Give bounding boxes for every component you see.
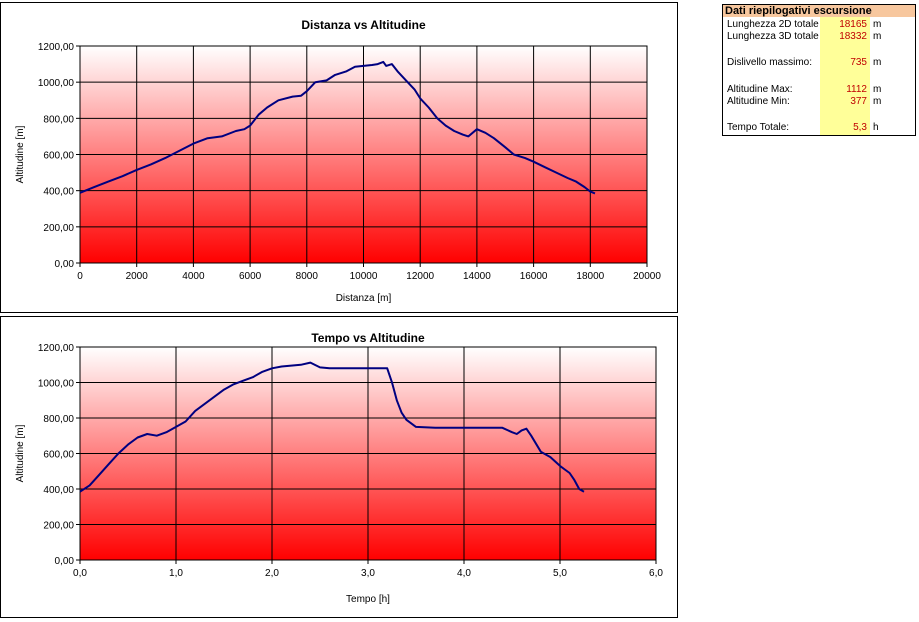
plot-border xyxy=(79,346,657,561)
summary-unit: h xyxy=(873,122,879,133)
summary-value: 18165 xyxy=(839,19,867,30)
summary-label: Tempo Totale: xyxy=(727,122,790,133)
x-tick-label: 18000 xyxy=(576,271,604,282)
y-axis-label: Altitudine [m] xyxy=(15,125,26,183)
y-tick-label: 1000,00 xyxy=(38,379,75,390)
y-tick-label: 800,00 xyxy=(43,114,74,125)
x-axis-label: Tempo [h] xyxy=(346,594,390,605)
x-tick-label: 6,0 xyxy=(649,568,663,579)
summary-value: 735 xyxy=(850,57,867,68)
altitude-series-line xyxy=(79,60,596,195)
summary-row-length-2d: Lunghezza 2D totale 18165 m xyxy=(723,19,915,31)
summary-unit: m xyxy=(873,57,882,68)
summary-row-total-time: Tempo Totale: 5,3 h xyxy=(723,122,915,134)
summary-value: 1112 xyxy=(846,84,867,95)
x-tick-label: 12000 xyxy=(406,271,434,282)
distance-altitude-chart: 0,00 200,00 400,00 600,00 800,00 1000,00 1200,… xyxy=(15,18,661,304)
summary-value: 377 xyxy=(850,96,867,107)
summary-unit: m xyxy=(873,31,882,42)
x-tick-label: 1,0 xyxy=(169,568,183,579)
x-tick-label: 3,0 xyxy=(361,568,375,579)
y-tick-label: 600,00 xyxy=(43,151,74,162)
y-tick-label: 0,00 xyxy=(55,259,75,270)
y-tick-label: 200,00 xyxy=(43,521,74,532)
x-tick-label: 2000 xyxy=(126,271,149,282)
summary-label: Lunghezza 3D totale xyxy=(727,31,819,42)
x-tick-label: 20000 xyxy=(633,271,661,282)
x-tick-label: 16000 xyxy=(520,271,548,282)
x-tick-label: 6000 xyxy=(239,271,262,282)
summary-row-altitude-max: Altitudine Max: 1112 m xyxy=(723,84,915,96)
summary-unit: m xyxy=(873,96,882,107)
chart-title: Distanza vs Altitudine xyxy=(301,18,426,32)
y-tick-label: 200,00 xyxy=(43,223,74,234)
summary-unit: m xyxy=(873,84,882,95)
y-tick-label: 400,00 xyxy=(43,485,74,496)
x-tick-label: 4000 xyxy=(182,271,205,282)
summary-label: Dislivello massimo: xyxy=(727,57,813,68)
summary-table: Dati riepilogativi escursione Lunghezza … xyxy=(722,4,916,136)
y-tick-label: 1000,00 xyxy=(38,78,75,89)
summary-unit: m xyxy=(873,19,882,30)
x-tick-label: 0 xyxy=(77,271,83,282)
x-axis-label: Distanza [m] xyxy=(336,293,392,304)
x-tick-label: 2,0 xyxy=(265,568,279,579)
summary-label: Lunghezza 2D totale xyxy=(727,19,819,30)
summary-title: Dati riepilogativi escursione xyxy=(723,5,915,17)
y-tick-label: 800,00 xyxy=(43,414,74,425)
y-tick-label: 600,00 xyxy=(43,450,74,461)
time-altitude-chart: 0,00 200,00 400,00 600,00 800,00 1000,00 1200,… xyxy=(15,331,663,605)
distance-altitude-chart-panel: 0,00 200,00 400,00 600,00 800,00 1000,00 1200,… xyxy=(0,2,678,313)
x-tick-label: 8000 xyxy=(296,271,319,282)
x-tick-label: 14000 xyxy=(463,271,491,282)
plot-border xyxy=(79,45,648,264)
summary-value-column xyxy=(820,17,870,135)
x-tick-label: 5,0 xyxy=(553,568,567,579)
x-tick-label: 10000 xyxy=(350,271,378,282)
altitude-series-line xyxy=(79,361,585,493)
x-tick-label: 0,0 xyxy=(73,568,87,579)
y-tick-label: 1200,00 xyxy=(38,343,75,354)
y-axis-label: Altitudine [m] xyxy=(15,424,26,482)
summary-value: 18332 xyxy=(839,31,867,42)
summary-row-max-elevation-gain: Dislivello massimo: 735 m xyxy=(723,57,915,69)
chart-title: Tempo vs Altitudine xyxy=(311,331,425,345)
y-tick-label: 0,00 xyxy=(55,556,75,567)
summary-label: Altitudine Max: xyxy=(727,84,793,95)
y-tick-label: 1200,00 xyxy=(38,42,75,53)
y-tick-label: 400,00 xyxy=(43,187,74,198)
x-tick-label: 4,0 xyxy=(457,568,471,579)
summary-label: Altitudine Min: xyxy=(727,96,790,107)
summary-row-length-3d: Lunghezza 3D totale 18332 m xyxy=(723,31,915,43)
time-altitude-chart-panel: 0,00 200,00 400,00 600,00 800,00 1000,00 1200,… xyxy=(0,316,678,618)
summary-value: 5,3 xyxy=(853,122,867,133)
summary-row-altitude-min: Altitudine Min: 377 m xyxy=(723,96,915,108)
